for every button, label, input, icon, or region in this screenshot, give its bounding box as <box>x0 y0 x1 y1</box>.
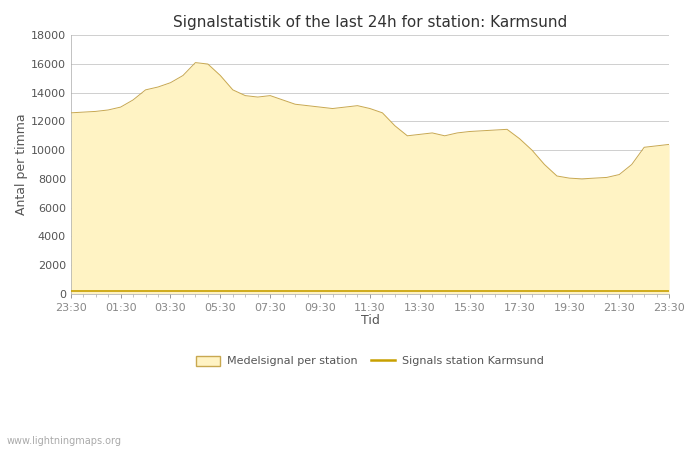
Text: www.lightningmaps.org: www.lightningmaps.org <box>7 436 122 446</box>
Title: Signalstatistik of the last 24h for station: Karmsund: Signalstatistik of the last 24h for stat… <box>173 15 567 30</box>
Y-axis label: Antal per timma: Antal per timma <box>15 114 28 215</box>
Legend: Medelsignal per station, Signals station Karmsund: Medelsignal per station, Signals station… <box>192 351 548 371</box>
X-axis label: Tid: Tid <box>360 314 379 327</box>
